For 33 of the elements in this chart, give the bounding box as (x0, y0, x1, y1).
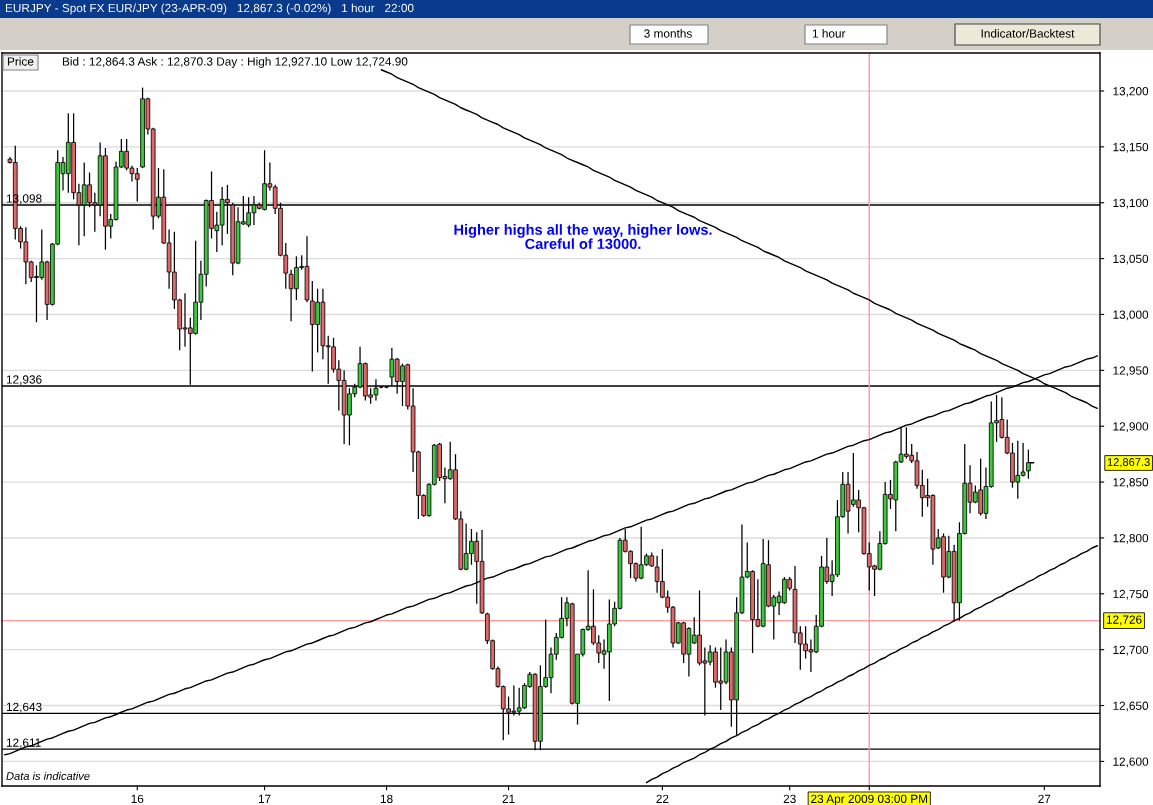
y-tick-label: 12,900 (1113, 422, 1149, 432)
annotation: Price (7, 57, 34, 66)
x-tick-label: 27 (1038, 794, 1051, 803)
x-tick-label: 23 (783, 794, 796, 803)
y-tick-label: 12,650 (1113, 701, 1149, 712)
y-tick-label: 12,800 (1113, 533, 1149, 544)
y-tick-label: 12,850 (1113, 478, 1149, 488)
ref-line-label: 12,936 (6, 375, 42, 386)
annotation: Data is indicative (6, 771, 90, 780)
chart-title: EURJPY - Spot FX EUR/JPY (23-APR-09) 12,867.3 (-0.02%) 1 hour 22:00 (5, 3, 414, 15)
y-tick-label: 13,100 (1113, 198, 1149, 209)
x-tick-label: 21 (502, 794, 515, 803)
y-tick-label: 12,950 (1113, 366, 1149, 377)
annotation: Higher highs all the way, higher lows. Careful of 13000. (454, 224, 712, 250)
y-tick-label: 12,700 (1113, 645, 1149, 656)
ref-line-label: 12,643 (6, 702, 42, 713)
x-tick-label: 18 (380, 794, 393, 803)
text: 3 months (644, 29, 692, 38)
x-tick-label: 23 Apr 2009 03:00 PM (811, 794, 928, 805)
y-tick-label: 13,200 (1113, 87, 1149, 97)
chart-subtitle: Bid : 12,864.3 Ask : 12,870.3 Day : High 12,927.10 Low 12,724.90 (62, 57, 408, 68)
y-tick-label: 13,150 (1113, 142, 1149, 153)
x-tick-label: 16 (131, 794, 144, 803)
ref-line-label: 12,726 (1106, 615, 1142, 626)
y-tick-label: 13,050 (1113, 254, 1149, 265)
x-tick-label: 17 (258, 794, 271, 803)
y-tick-label: 13,000 (1113, 310, 1149, 321)
x-tick-label: 22 (656, 794, 669, 803)
text: 12,867.3 (1107, 458, 1150, 468)
y-tick-label: 12,750 (1113, 589, 1149, 600)
text: Indicator/Backtest (981, 29, 1075, 38)
text: 1 hour (812, 29, 846, 38)
y-tick-label: 12,600 (1113, 757, 1149, 768)
